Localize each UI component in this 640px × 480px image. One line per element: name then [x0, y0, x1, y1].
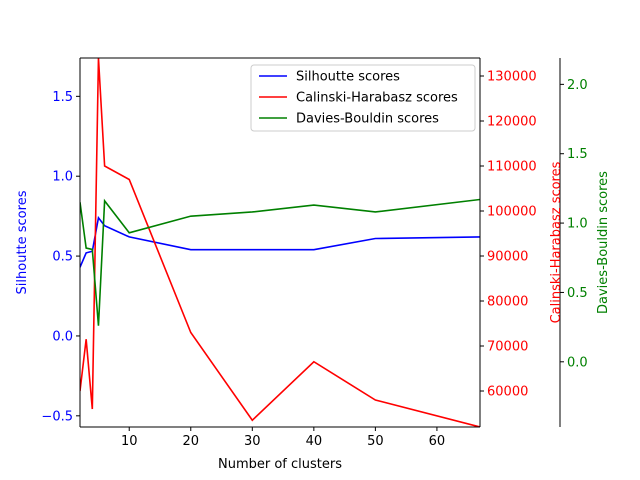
series-line-3: [80, 198, 480, 326]
y-axis-right-ch-tick-label: 120000: [487, 115, 537, 130]
y-axis-right-ch-tick-label: 90000: [487, 250, 528, 265]
y-axis-right-db-tick-label: 0.0: [567, 355, 588, 370]
legend: Silhoutte scores Calinski-Harabasz scores…: [250, 64, 476, 132]
x-tick-label: 10: [121, 434, 138, 449]
y-axis-right-ch-tick-label: 130000: [487, 70, 537, 85]
x-axis-label: Number of clusters: [218, 457, 342, 472]
y-axis-right-db-label: Davies-Bouldin scores: [596, 171, 611, 314]
legend-entry-label: Davies-Bouldin scores: [296, 112, 439, 127]
x-tick-label: 40: [306, 434, 323, 449]
y-axis-left-tick-label: 1.0: [52, 170, 73, 185]
y-axis-left-tick-label: −0.5: [41, 409, 73, 424]
x-tick-label: 50: [367, 434, 384, 449]
series-line-2: [80, 58, 480, 427]
y-axis-right-ch-label: Calinski-Harabasz scores: [549, 161, 564, 323]
y-axis-left-tick-label: 1.5: [52, 90, 73, 105]
axes-group: 10 20 30 40 50 60 Number of clusters −0.5 0.0 0.5…: [15, 57, 611, 472]
y-axis-left-label: Silhoutte scores: [15, 190, 30, 294]
y-axis-right-ch-tick-label: 80000: [487, 295, 528, 310]
series-group: [80, 58, 480, 427]
y-axis-right-ch-tick-label: 70000: [487, 340, 528, 355]
y-axis-right-ch-tick-label: 100000: [487, 205, 537, 220]
legend-box: [250, 64, 476, 132]
series-line-1: [80, 215, 480, 268]
x-tick-label: 60: [429, 434, 446, 449]
y-axis-left-tick-label: 0.5: [52, 250, 73, 265]
y-axis-right-ch-tick-label: 110000: [487, 160, 537, 175]
y-axis-right-db-tick-label: 1.0: [567, 217, 588, 232]
legend-entry-label: Calinski-Harabasz scores: [296, 91, 458, 106]
y-axis-right-db-tick-label: 1.5: [567, 147, 588, 162]
y-axis-right-ch-tick-label: 60000: [487, 385, 528, 400]
y-axis-left-tick-label: 0.0: [52, 329, 73, 344]
y-axis-right-db-tick-label: 0.5: [567, 286, 588, 301]
x-tick-label: 20: [182, 434, 199, 449]
x-tick-label: 30: [244, 434, 261, 449]
y-axis-right-db-tick-label: 2.0: [567, 78, 588, 93]
legend-entry-label: Silhoutte scores: [296, 70, 400, 85]
